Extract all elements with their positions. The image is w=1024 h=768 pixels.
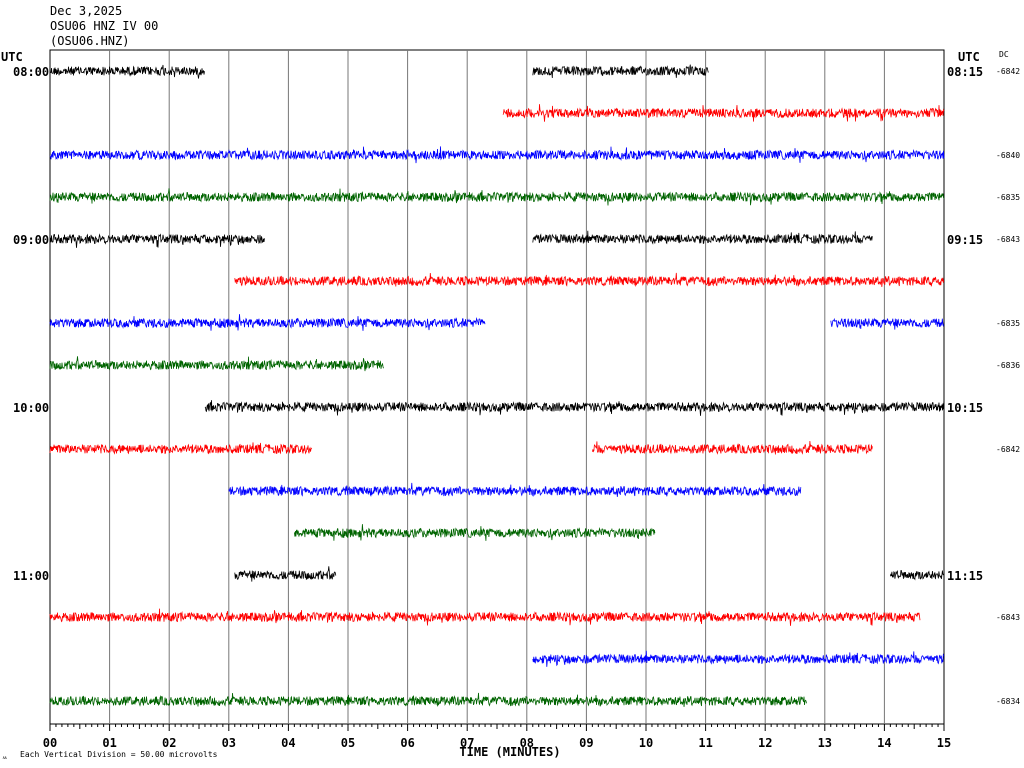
hour-label-left: 09:00	[13, 233, 49, 247]
chart-station-code: (OSU06.HNZ)	[50, 34, 130, 48]
trace-layer	[49, 64, 945, 707]
plot-frame	[49, 49, 945, 725]
trace-row-11	[294, 524, 656, 541]
trace-row-10	[228, 482, 802, 497]
utc-right-label: UTC	[958, 50, 980, 64]
x-tick-label: 04	[281, 736, 295, 750]
dc-value: -6836	[996, 361, 1020, 370]
hour-label-right: 10:15	[947, 401, 983, 415]
x-tick-label: 15	[937, 736, 951, 750]
dc-value: -6842	[996, 67, 1020, 76]
trace-row-2	[49, 146, 945, 164]
trace-row-0	[532, 64, 709, 79]
dc-value: -6840	[996, 151, 1020, 160]
trace-row-4	[49, 233, 265, 248]
footer-mark: ㅆ	[2, 755, 8, 762]
x-tick-label: 05	[341, 736, 355, 750]
x-tick-label: 14	[877, 736, 891, 750]
trace-row-5	[234, 272, 945, 287]
hour-label-left: 08:00	[13, 65, 49, 79]
x-axis-label: TIME (MINUTES)	[459, 745, 560, 759]
trace-row-1	[502, 104, 945, 122]
trace-row-12	[234, 566, 337, 582]
trace-row-8	[204, 398, 945, 416]
trace-row-12	[890, 570, 945, 581]
trace-row-13	[49, 608, 921, 626]
trace-row-9	[592, 440, 873, 455]
chart-station-title: OSU06 HNZ IV 00	[50, 19, 159, 33]
x-tick-label: 00	[43, 736, 57, 750]
dc-value: -6834	[996, 697, 1020, 706]
hour-label-right: 08:15	[947, 65, 983, 79]
plot-grid	[49, 49, 945, 731]
x-tick-label: 03	[222, 736, 236, 750]
trace-row-9	[49, 442, 313, 455]
x-tick-label: 11	[698, 736, 712, 750]
trace-row-0	[49, 64, 205, 79]
trace-row-14	[532, 650, 945, 667]
x-tick-label: 02	[162, 736, 176, 750]
label-layer: UTC UTC DC 08:00 08:15 09:00 09:15 10:00 10:15 11…	[1, 50, 1020, 762]
trace-row-6	[830, 317, 945, 330]
x-tick-label: 12	[758, 736, 772, 750]
dc-value: -6835	[996, 193, 1020, 202]
trace-row-3	[49, 188, 945, 206]
hour-label-right: 11:15	[947, 569, 983, 583]
x-tick-label: 08	[520, 736, 534, 750]
dc-value: -6843	[996, 235, 1020, 244]
x-tick-label: 07	[460, 736, 474, 750]
chart-date: Dec 3,2025	[50, 4, 123, 18]
trace-row-4	[532, 230, 873, 245]
hour-label-left: 10:00	[13, 401, 49, 415]
utc-left-label: UTC	[1, 50, 23, 64]
x-tick-label: 01	[102, 736, 116, 750]
x-tick-label: 10	[639, 736, 653, 750]
dc-value: -6842	[996, 445, 1020, 454]
vertical-division-note: Each Vertical Division = 50.00 microvolt…	[20, 750, 218, 759]
dc-label: DC	[999, 50, 1009, 59]
hour-label-right: 09:15	[947, 233, 983, 247]
dc-value: -6843	[996, 613, 1020, 622]
x-tick-label: 09	[579, 736, 593, 750]
trace-row-7	[49, 356, 384, 372]
dc-value: -6835	[996, 319, 1020, 328]
x-tick-label: 13	[818, 736, 832, 750]
hour-label-left: 11:00	[13, 569, 49, 583]
x-tick-label: 06	[400, 736, 414, 750]
trace-row-6	[49, 314, 486, 331]
trace-row-15	[49, 692, 807, 707]
